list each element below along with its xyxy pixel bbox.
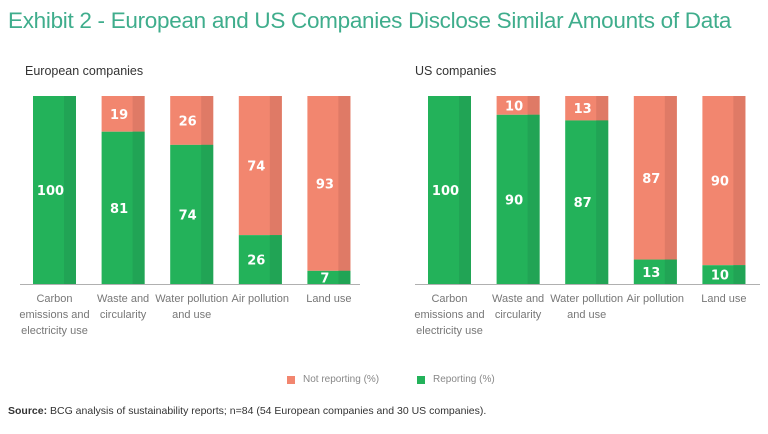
us-category-label: Carbon emissions and electricity use — [414, 293, 485, 337]
us-bar-not-reporting-shade — [527, 96, 540, 115]
us-category-label: Land use — [701, 293, 747, 305]
legend-swatch-not-reporting — [287, 375, 295, 384]
europe-category-label: Water pollution and use — [155, 293, 229, 321]
legend-label-reporting: Reporting (%) — [433, 374, 495, 385]
us-bar-not-reporting-shade — [596, 96, 609, 121]
europe-bar-not-reporting-shade — [201, 96, 214, 145]
europe-category-label: Carbon emissions and electricity use — [19, 293, 90, 337]
europe-bar-not-reporting-shade — [132, 96, 145, 132]
europe-bar-reporting-shade — [338, 270, 351, 284]
source-label: Source: — [8, 405, 48, 417]
us-bar-not-reporting-shade — [664, 96, 677, 260]
source-text: BCG analysis of sustainability reports; … — [47, 405, 487, 417]
europe-data-label-not-reporting: 26 — [179, 114, 197, 129]
europe-data-label-reporting: 7 — [320, 271, 329, 286]
europe-bar-reporting-shade — [132, 131, 145, 284]
europe-bar-not-reporting-shade — [269, 96, 282, 236]
exhibit-title: Exhibit 2 - European and US Companies Di… — [8, 8, 732, 33]
europe-bar-not-reporting-shade — [338, 96, 351, 271]
us-data-label-not-reporting: 10 — [505, 99, 523, 114]
legend-reporting: Reporting (%) — [417, 374, 495, 385]
us-data-label-reporting: 90 — [505, 193, 523, 208]
us-panel-title: US companies — [415, 64, 497, 78]
legend-label-not-reporting: Not reporting (%) — [303, 374, 380, 385]
us-data-label-not-reporting: 13 — [574, 102, 592, 117]
europe-bar-reporting-shade — [201, 144, 214, 284]
europe-category-label: Land use — [306, 293, 352, 305]
europe-data-label-not-reporting: 19 — [110, 108, 128, 123]
europe-data-label-reporting: 26 — [247, 254, 265, 269]
europe-data-label-reporting: 74 — [179, 208, 197, 223]
us-data-label-not-reporting: 87 — [642, 172, 660, 187]
europe-data-label-reporting: 100 — [37, 184, 64, 199]
us-bar-reporting-shade — [664, 259, 677, 284]
us-data-label-reporting: 87 — [574, 196, 592, 211]
europe-panel-title: European companies — [25, 64, 144, 78]
europe-bar-reporting-shade — [64, 96, 76, 284]
us-category-label: Water pollution and use — [550, 293, 624, 321]
legend-swatch-reporting — [417, 375, 425, 384]
europe-data-label-not-reporting: 74 — [247, 160, 265, 175]
us-data-label-reporting: 100 — [432, 184, 459, 199]
legend-not-reporting: Not reporting (%) — [287, 374, 379, 385]
us-bar-reporting-shade — [527, 114, 540, 284]
us-category-label: Waste and circularity — [492, 293, 545, 321]
us-category-label: Air pollution — [626, 293, 685, 305]
europe-category-label: Air pollution — [231, 293, 290, 305]
us-bar-not-reporting-shade — [733, 96, 746, 266]
europe-data-label-reporting: 81 — [110, 202, 128, 217]
us-bar-reporting-shade — [459, 96, 471, 284]
us-data-label-reporting: 10 — [711, 269, 729, 284]
us-bar-reporting-shade — [596, 120, 609, 284]
europe-bar-reporting-shade — [269, 235, 282, 284]
us-data-label-not-reporting: 90 — [711, 175, 729, 190]
us-bar-reporting-shade — [733, 265, 746, 284]
europe-data-label-not-reporting: 93 — [316, 177, 334, 192]
source-note: Source: BCG analysis of sustainability r… — [8, 405, 486, 417]
europe-category-label: Waste and circularity — [97, 293, 150, 321]
us-data-label-reporting: 13 — [642, 266, 660, 281]
